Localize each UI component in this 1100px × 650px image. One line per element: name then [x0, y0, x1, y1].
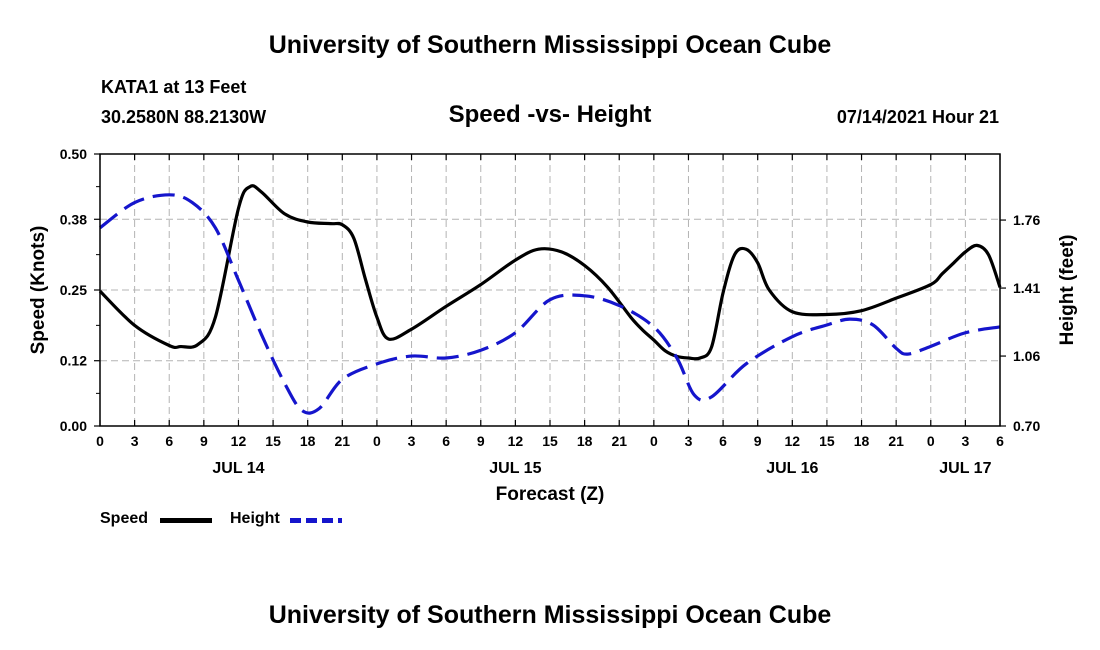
footer-title: University of Southern Mississippi Ocean…	[268, 601, 832, 629]
x-tick-label: 0	[96, 433, 104, 449]
x-tick-label: 15	[265, 433, 281, 449]
x-tick-label: 12	[231, 433, 247, 449]
y-left-tick-label: 0.50	[60, 146, 87, 162]
y-right-tick-label: 0.70	[1013, 418, 1040, 434]
height-series-line	[99, 193, 1001, 415]
y-right-tick-label: 1.76	[1013, 212, 1040, 228]
x-tick-label: 3	[408, 433, 416, 449]
plot-frame	[99, 153, 1001, 427]
x-day-label: JUL 17	[939, 460, 991, 477]
legend-height-label: Height	[230, 510, 280, 527]
grid	[100, 154, 1000, 426]
x-tick-label: 6	[719, 433, 727, 449]
y-left-tick-label: 0.00	[60, 418, 87, 434]
y-axis-label-right: Height (feet)	[1057, 235, 1078, 346]
x-tick-label: 15	[542, 433, 558, 449]
x-tick-label: 3	[685, 433, 693, 449]
x-day-label: JUL 14	[212, 460, 264, 477]
y-axis-label-left: Speed (Knots)	[28, 226, 49, 355]
x-axis-label: Forecast (Z)	[496, 484, 605, 505]
coordinates-label: 30.2580N 88.2130W	[101, 107, 267, 127]
x-tick-label: 21	[335, 433, 351, 449]
y-right-tick-label: 1.06	[1013, 348, 1040, 364]
x-tick-label: 12	[508, 433, 524, 449]
x-tick-label: 0	[650, 433, 658, 449]
x-day-label: JUL 16	[766, 460, 818, 477]
x-tick-label: 18	[577, 433, 593, 449]
series-lines	[98, 184, 1002, 415]
y-right-tick-label: 1.41	[1013, 280, 1040, 296]
speed-height-chart: 0 3 6 9 12 15 18 21 0 3 6 9 12 15 18 21 0 3 6 9 12 15 18 21 0 3 6J…	[28, 146, 1078, 505]
x-tick-label: 21	[611, 433, 627, 449]
x-tick-label: 9	[200, 433, 208, 449]
y-left-tick-label: 0.25	[60, 282, 87, 298]
legend-height-swatch	[290, 518, 342, 523]
x-tick-label: 6	[442, 433, 450, 449]
y-left-tick-label: 0.38	[60, 211, 87, 227]
forecast-timestamp: 07/14/2021 Hour 21	[836, 107, 999, 127]
x-tick-label: 6	[996, 433, 1004, 449]
x-day-label: JUL 15	[489, 460, 541, 477]
station-label: KATA1 at 13 Feet	[101, 77, 247, 97]
x-tick-label: 12	[785, 433, 801, 449]
chart-title: Speed -vs- Height	[448, 101, 652, 128]
x-tick-label: 9	[754, 433, 762, 449]
x-tick-label: 3	[131, 433, 139, 449]
x-tick-label: 0	[927, 433, 935, 449]
page-title: University of Southern Mississippi Ocean…	[268, 31, 832, 59]
x-tick-label: 3	[961, 433, 969, 449]
x-tick-label: 18	[300, 433, 316, 449]
x-tick-label: 18	[854, 433, 870, 449]
x-tick-label: 21	[888, 433, 904, 449]
x-tick-label: 6	[165, 433, 173, 449]
legend-speed-swatch	[160, 518, 212, 523]
y-left-tick-label: 0.12	[60, 353, 87, 369]
x-tick-label: 15	[819, 433, 835, 449]
axis-tick-labels: 0 3 6 9 12 15 18 21 0 3 6 9 12 15 18 21 0 3 6 9 12 15 18 21 0 3 6J…	[60, 146, 1041, 477]
legend-speed-label: Speed	[100, 510, 149, 527]
x-tick-label: 9	[477, 433, 485, 449]
speed-series-line	[98, 184, 1002, 361]
x-tick-label: 0	[373, 433, 381, 449]
